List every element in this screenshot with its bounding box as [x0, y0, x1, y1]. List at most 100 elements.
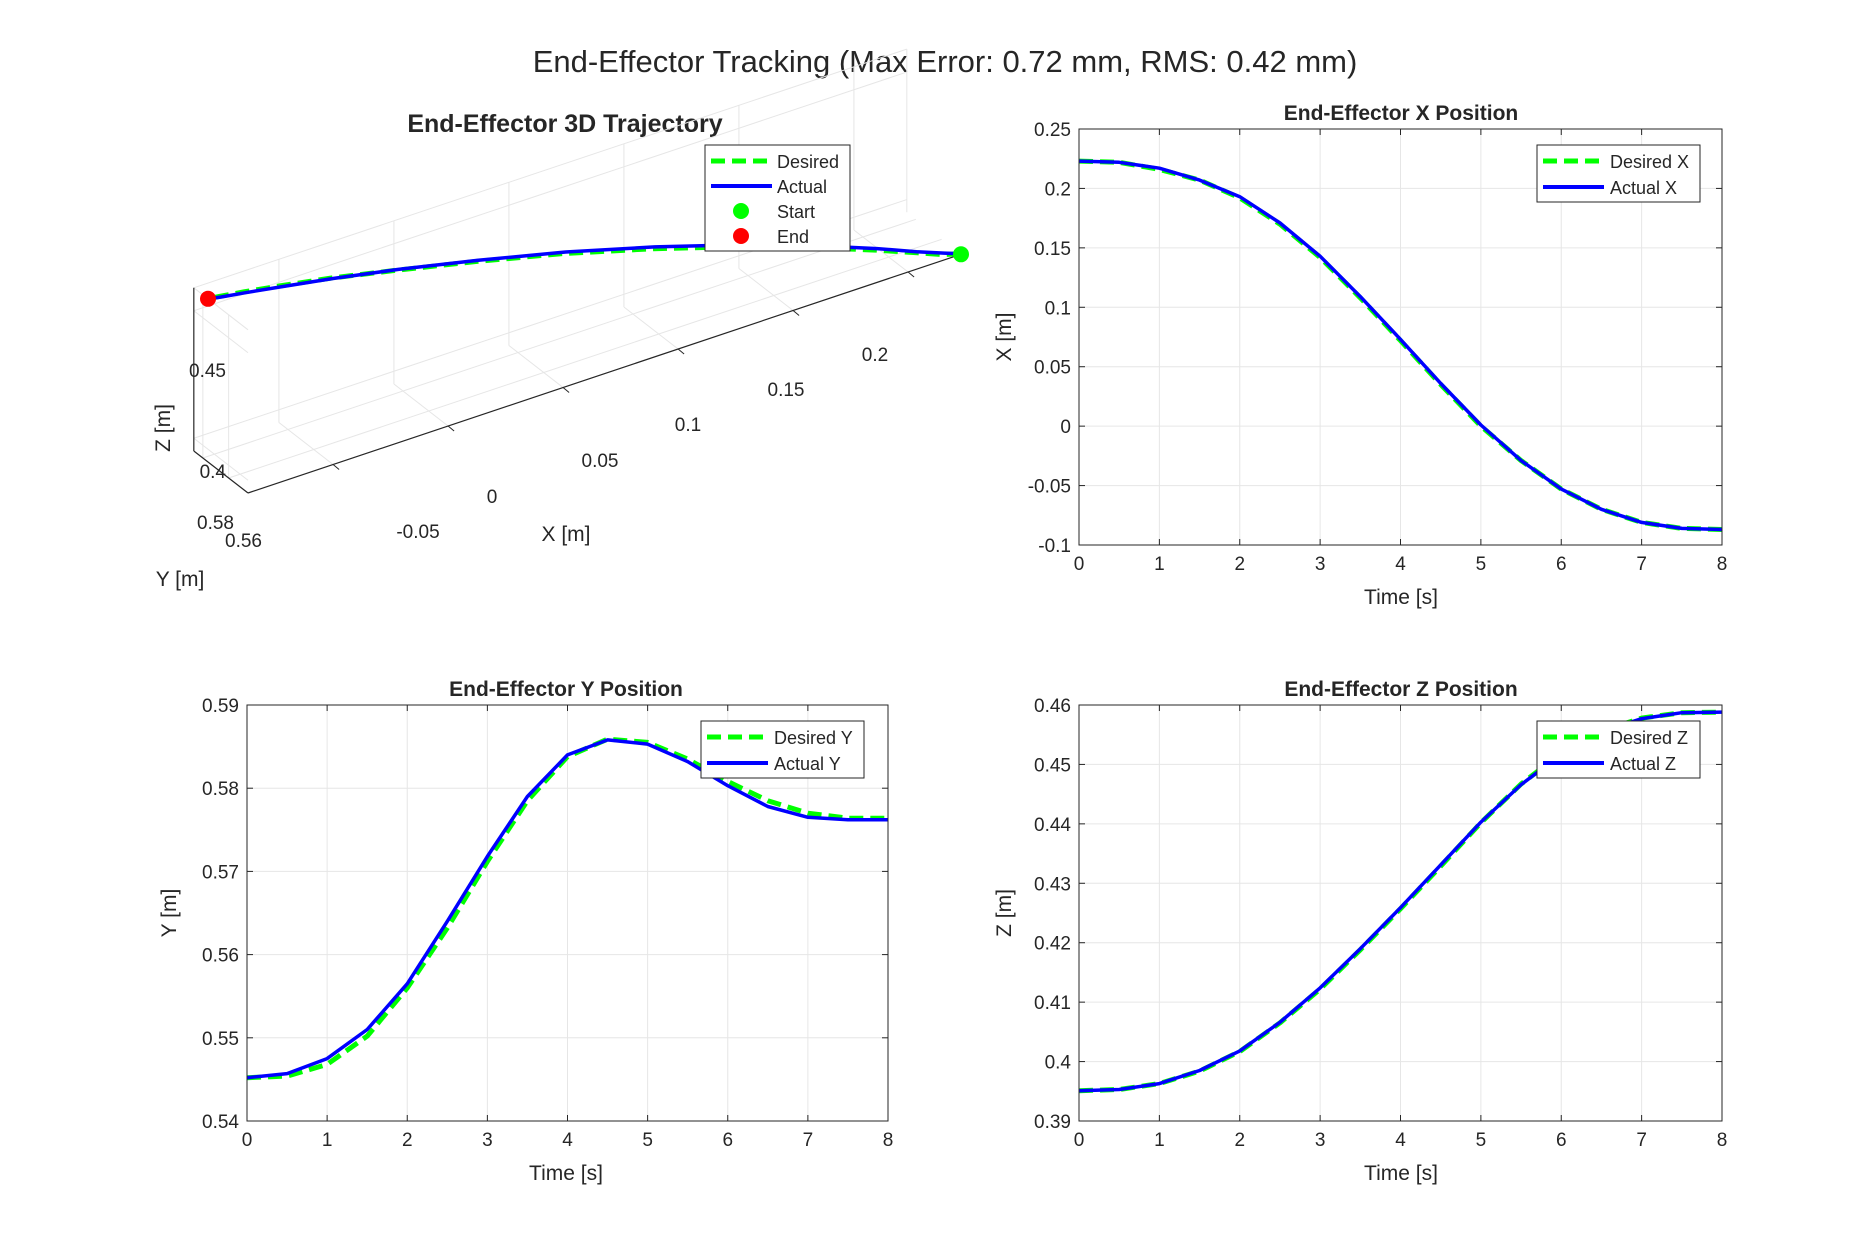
x-position-panel: End-Effector X Position Time [s] X [m] 0… — [993, 102, 1727, 609]
x-tick-label: 0 — [1074, 1130, 1085, 1151]
actual-series-line — [246, 738, 888, 1080]
y-tick-label: 0.1 — [1045, 298, 1071, 319]
legend-label: End — [777, 227, 809, 247]
legend-label: Desired — [777, 152, 839, 172]
axes-frame — [1078, 704, 1723, 1122]
y-axis-line — [193, 450, 249, 494]
actual-series-line — [1078, 159, 1723, 532]
x-tick-label: 0.2 — [862, 345, 888, 366]
y-axis-label: Y [m] — [156, 568, 205, 591]
y-tick-label: 0.56 — [202, 946, 239, 967]
y-tick-label: 0.15 — [1034, 239, 1071, 260]
x-tick — [447, 425, 455, 432]
y-tick-label: 0.25 — [1034, 120, 1071, 141]
legend-label: Actual Y — [774, 754, 841, 774]
y-tick-label: 0.57 — [202, 862, 239, 883]
x-tick-label: 6 — [1556, 1130, 1567, 1151]
y-tick-label: 0.39 — [1034, 1112, 1071, 1133]
x-tick-label: 2 — [1234, 554, 1245, 575]
x-tick-label: 5 — [1476, 554, 1487, 575]
z-position-title: End-Effector Z Position — [1284, 678, 1517, 701]
x-tick-label: 0 — [487, 487, 498, 508]
x-tick-label: 8 — [883, 1130, 894, 1151]
legend-box — [700, 720, 865, 779]
legend-label: Desired X — [1610, 152, 1689, 172]
end-marker — [200, 290, 217, 307]
x-tick-label: 7 — [1636, 554, 1647, 575]
y-tick-label: -0.1 — [1038, 536, 1071, 557]
x-tick-label: 2 — [1234, 1130, 1245, 1151]
x-tick-label: 8 — [1717, 1130, 1728, 1151]
x-tick-label: 1 — [1154, 1130, 1165, 1151]
x-tick-label: 0 — [1074, 554, 1085, 575]
axes-frame — [1078, 128, 1723, 546]
legend-label: Actual X — [1610, 178, 1677, 198]
x-tick-label: 7 — [1636, 1130, 1647, 1151]
legend-label: Start — [777, 202, 815, 222]
grid-line — [193, 71, 907, 312]
x-position-title: End-Effector X Position — [1284, 102, 1519, 125]
z-position-legend: Desired Z Actual Z — [1536, 720, 1701, 779]
y-tick-label: 0.46 — [1034, 696, 1071, 717]
trajectory-3d-title: End-Effector 3D Trajectory — [407, 110, 722, 138]
x-tick-label: 4 — [1395, 1130, 1406, 1151]
x-position-xlabel: Time [s] — [1364, 586, 1438, 609]
axes-frame — [246, 704, 889, 1122]
z-position-axes: 0 1 2 3 4 5 6 7 8 0.39 0.4 0.41 0.42 0.43 0.44 0.45 0.46 — [1034, 696, 1727, 1151]
x-tick-label: 1 — [1154, 554, 1165, 575]
x-axis-line — [247, 253, 962, 494]
legend-box — [1536, 144, 1701, 203]
x-tick-label: 5 — [642, 1130, 653, 1151]
start-marker — [953, 246, 969, 263]
grid-line — [228, 238, 942, 479]
y-position-xlabel: Time [s] — [529, 1162, 603, 1185]
x-tick-label: 0.1 — [675, 415, 701, 436]
y-tick-label: -0.05 — [1028, 477, 1071, 498]
y-tick-label: 0.43 — [1034, 874, 1071, 895]
y-tick-label: 0 — [1060, 417, 1071, 438]
y-position-legend: Desired Y Actual Y — [700, 720, 865, 779]
x-tick-label: 0.05 — [582, 451, 619, 472]
x-tick — [907, 271, 915, 278]
figure-suptitle: End-Effector Tracking (Max Error: 0.72 m… — [533, 44, 1358, 79]
y-position-title: End-Effector Y Position — [449, 678, 683, 701]
legend-label: Actual Z — [1610, 754, 1676, 774]
x-tick-label: 6 — [1556, 554, 1567, 575]
legend-box — [704, 144, 851, 252]
y-tick-label: 0.58 — [202, 779, 239, 800]
y-tick-label: 0.44 — [1034, 815, 1071, 836]
z-position-xlabel: Time [s] — [1364, 1162, 1438, 1185]
x-tick-label: 0.15 — [768, 380, 805, 401]
x-tick-label: 0 — [242, 1130, 253, 1151]
legend-label: Actual — [777, 177, 827, 197]
trajectory-3d-panel: End-Effector 3D Trajectory -0.05 0 0.05 … — [152, 48, 969, 591]
legend-swatch-start — [733, 203, 749, 219]
x-tick-label: 1 — [322, 1130, 333, 1151]
x-position-legend: Desired X Actual X — [1536, 144, 1701, 203]
legend-box — [1536, 720, 1701, 779]
x-tick — [677, 348, 685, 355]
y-tick-label: 0.2 — [1045, 179, 1071, 200]
y-tick-label: 0.54 — [202, 1112, 239, 1133]
y-tick-label: 0.58 — [197, 513, 234, 534]
x-tick-label: 8 — [1717, 554, 1728, 575]
y-tick-label: 0.59 — [202, 696, 239, 717]
x-tick-label: 5 — [1476, 1130, 1487, 1151]
z-tick-label: 0.45 — [189, 361, 226, 382]
legend-label: Desired Z — [1610, 728, 1688, 748]
x-tick-label: 3 — [1315, 1130, 1326, 1151]
z-axis-label: Z [m] — [152, 404, 175, 452]
y-tick-label: 0.42 — [1034, 934, 1071, 955]
legend-swatch-end — [733, 228, 749, 244]
y-position-ylabel: Y [m] — [158, 889, 181, 938]
y-tick-label: 0.41 — [1034, 993, 1071, 1014]
legend-label: Desired Y — [774, 728, 853, 748]
x-tick-label: 6 — [722, 1130, 733, 1151]
actual-trajectory-line — [207, 242, 961, 301]
y-tick-label: 0.55 — [202, 1029, 239, 1050]
trajectory-3d-legend: Desired Actual Start End — [704, 144, 851, 252]
y-tick-label: 0.45 — [1034, 755, 1071, 776]
x-tick-label: 7 — [803, 1130, 814, 1151]
x-tick-label: 4 — [1395, 554, 1406, 575]
